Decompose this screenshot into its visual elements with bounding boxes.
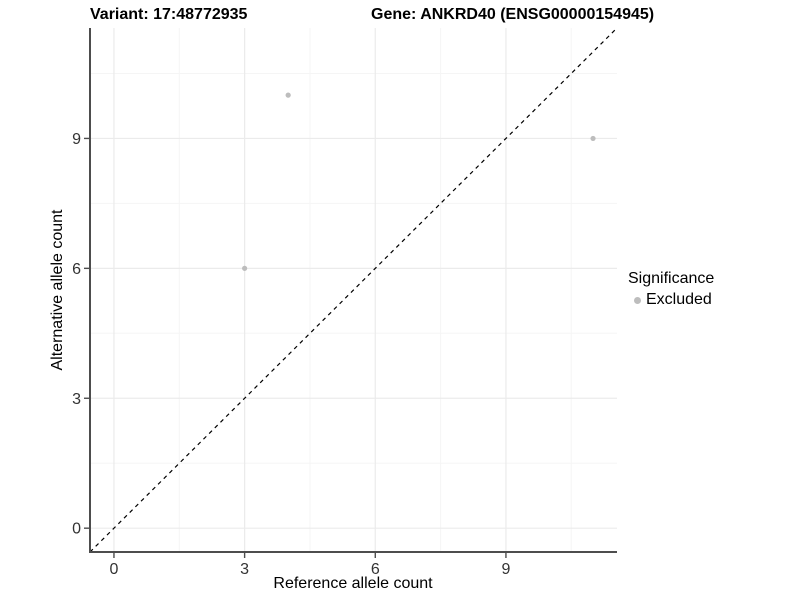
legend-item-excluded: Excluded [628, 291, 714, 309]
identity-dashed-line [89, 27, 618, 553]
legend: Significance Excluded [628, 270, 714, 309]
data-points [242, 92, 596, 271]
y-axis-title: Alternative allele count [49, 209, 66, 371]
x-axis-title: Reference allele count [273, 575, 433, 592]
legend-point-icon [634, 296, 641, 304]
y-tick-label: 3 [72, 391, 81, 408]
plot-title-gene: Gene: ANKRD40 (ENSG00000154945) [371, 6, 655, 23]
data-point [242, 265, 248, 271]
gridlines-major [90, 28, 617, 552]
x-tick-label: 6 [371, 561, 380, 578]
x-tick-label: 0 [110, 561, 119, 578]
legend-title: Significance [628, 270, 715, 287]
plot-title-variant: Variant: 17:48772935 [90, 6, 248, 23]
gridlines-minor [90, 28, 617, 552]
y-tick-label: 9 [72, 131, 81, 148]
y-tick-label: 6 [72, 261, 81, 278]
axis-lines [89, 28, 617, 553]
axis-tick-marks [84, 137, 507, 558]
data-point [285, 92, 291, 98]
x-tick-label: 9 [501, 561, 510, 578]
data-point [590, 135, 596, 142]
y-tick-labels: 0 3 6 9 [72, 131, 81, 538]
y-tick-label: 0 [72, 521, 81, 538]
x-tick-label: 3 [240, 561, 249, 578]
legend-item-label: Excluded [646, 291, 712, 308]
x-tick-labels: 0 3 6 9 [110, 561, 511, 578]
